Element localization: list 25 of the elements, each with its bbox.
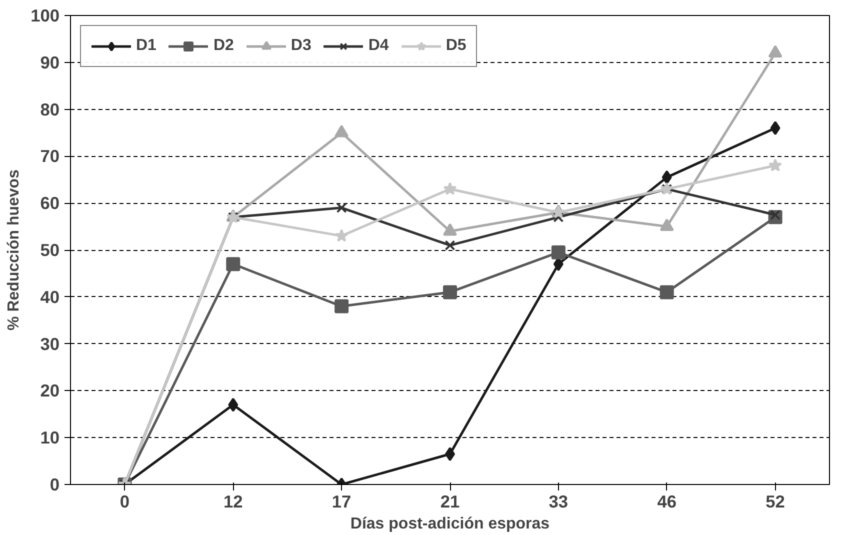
legend-label: D4 — [368, 37, 389, 55]
x-tick-label: 33 — [548, 492, 568, 512]
x-tick-label: 12 — [224, 492, 243, 512]
x-tick-label: 17 — [332, 492, 352, 512]
y-tick-label: 20 — [40, 380, 60, 401]
y-tick-label: 0 — [50, 474, 60, 494]
legend-label: D1 — [136, 37, 156, 55]
y-tick-label: 50 — [40, 240, 60, 260]
legend-label: D2 — [213, 37, 234, 55]
y-tick-label: 10 — [40, 428, 60, 448]
legend-label: D5 — [446, 37, 466, 55]
y-tick-label: 80 — [40, 99, 60, 120]
x-tick-label: 0 — [120, 492, 130, 512]
x-tick-label: 46 — [657, 492, 677, 512]
legend-label: D3 — [290, 37, 312, 55]
y-tick-label: 60 — [40, 193, 60, 214]
x-axis-title: Días post-adición esporas — [350, 516, 550, 532]
x-tick-label: 21 — [440, 492, 460, 512]
y-tick-label: 30 — [40, 334, 60, 354]
y-tick-label: 70 — [40, 146, 60, 166]
y-axis-title: % Reducción huevos — [6, 169, 23, 330]
y-tick-label: 90 — [40, 52, 60, 72]
y-tick-label: 100 — [30, 6, 60, 26]
x-tick-label: 52 — [766, 492, 785, 512]
y-tick-label: 40 — [40, 286, 60, 307]
